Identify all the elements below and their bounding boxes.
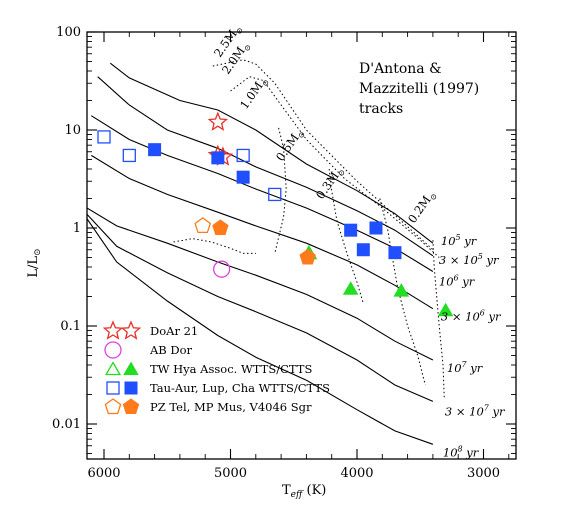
isochrone-label-3: 3 × 106 yr xyxy=(441,309,502,324)
legend-marker-open xyxy=(104,398,122,415)
x-tick-label: 6000 xyxy=(87,466,120,481)
legend-label: TW Hya Assoc. WTTS/CTTS xyxy=(150,362,312,376)
isochrone-label-5: 3 × 107 yr xyxy=(445,403,506,418)
x-axis-label-main: T xyxy=(282,483,291,498)
triangle-point-2-2 xyxy=(342,281,359,295)
plot-markers xyxy=(97,111,454,317)
isochrone-line-0 xyxy=(109,62,434,244)
legend-item-triangle: TW Hya Assoc. WTTS/CTTS xyxy=(104,361,312,376)
isochrone-label-4: 107 yr xyxy=(447,360,484,375)
legend-label: AB Dor xyxy=(149,343,193,357)
legend-marker-alt xyxy=(124,381,138,395)
x-axis-label-unit: (K) xyxy=(302,483,326,498)
legend-marker-open xyxy=(102,320,124,340)
legend: DoAr 21 AB Dor TW Hya Assoc. WTTS/CTTS Tau-… xyxy=(102,320,330,415)
mass-track-label-2: 1.0M⊙ xyxy=(237,74,271,113)
triangle-point-2-4 xyxy=(437,302,454,317)
square-point-3-1 xyxy=(122,148,136,163)
plot-lines xyxy=(87,59,445,445)
y-tick-label: 100 xyxy=(56,25,81,40)
y-tick-label: 10 xyxy=(64,123,81,138)
legend-item-pentagon: PZ Tel, MP Mus, V4046 Sgr xyxy=(104,398,312,415)
mass-track-line-0 xyxy=(212,59,434,251)
square-point-3-2 xyxy=(236,148,250,163)
legend-marker-alt xyxy=(120,320,142,340)
isochrone-label-1: 3 × 105 yr xyxy=(439,252,500,267)
isochrone-labels: 105 yr 3 × 105 yr 106 yr 3 × 106 yr 107 yr 3 … xyxy=(439,233,506,459)
isochrone-line-4 xyxy=(87,207,434,361)
isochrone-line-3 xyxy=(91,154,434,310)
x-tick-label: 5000 xyxy=(214,466,247,481)
isochrone-line-6 xyxy=(87,217,434,445)
legend-item-square: Tau-Aur, Lup, Cha WTTS/CTTS xyxy=(106,381,330,395)
y-axis-label-sun: ⊙ xyxy=(33,248,43,256)
triangle-point-2-3 xyxy=(393,283,410,297)
y-tick-label: 0.1 xyxy=(60,319,81,334)
square-point-3-4 xyxy=(148,143,162,157)
y-axis-label-main: L/L xyxy=(26,256,41,278)
legend-marker-alt xyxy=(123,361,139,375)
isochrone-line-2 xyxy=(91,115,434,272)
x-tick-label: 4000 xyxy=(340,466,373,481)
plot-frame xyxy=(86,31,517,460)
isochrone-label-2: 106 yr xyxy=(439,274,476,289)
square-point-3-10 xyxy=(388,246,402,260)
legend-marker-open xyxy=(104,341,122,359)
legend-label: DoAr 21 xyxy=(150,324,198,338)
x-axis-label: Teff (K) xyxy=(282,483,326,500)
y-axis-label: L/L⊙ xyxy=(26,248,43,277)
y-tick-label: 0.01 xyxy=(52,417,81,432)
isochrone-label-6: 108 yr xyxy=(443,444,480,459)
legend-item-star: DoAr 21 xyxy=(102,320,198,340)
square-point-3-0 xyxy=(97,130,111,144)
pentagon-point-4-2 xyxy=(299,248,316,265)
square-point-3-3 xyxy=(268,187,282,202)
dotted-curve xyxy=(173,238,256,254)
legend-marker-open xyxy=(106,381,120,395)
axis-ticks: 0.01 0.1 1 10 100 6000 5000 4000 3000 xyxy=(52,25,516,481)
legend-item-circle: AB Dor xyxy=(104,341,193,359)
square-point-3-6 xyxy=(236,170,250,184)
square-point-3-7 xyxy=(344,223,358,237)
legend-marker-open xyxy=(104,361,122,376)
isochrone-line-5 xyxy=(87,213,434,402)
x-tick-label: 3000 xyxy=(467,466,500,481)
square-point-3-9 xyxy=(369,221,383,235)
title-line-3: tracks xyxy=(359,101,403,117)
square-point-3-8 xyxy=(356,243,370,257)
mass-track-line-3 xyxy=(328,168,364,304)
legend-marker-alt xyxy=(122,398,140,414)
legend-label: Tau-Aur, Lup, Cha WTTS/CTTS xyxy=(150,381,330,395)
isochrone-label-0: 105 yr xyxy=(441,233,478,248)
circle-point-1-0 xyxy=(212,260,231,278)
x-axis-label-sub: eff xyxy=(291,490,304,500)
mass-track-line-1 xyxy=(230,76,440,258)
pentagon-point-4-0 xyxy=(194,217,212,234)
title-line-2: Mazzitelli (1997) xyxy=(359,81,479,97)
chart-title: D'Antona & Mazzitelli (1997) tracks xyxy=(359,61,479,117)
pentagon-point-4-1 xyxy=(212,219,229,235)
title-line-1: D'Antona & xyxy=(359,61,442,77)
legend-label: PZ Tel, MP Mus, V4046 Sgr xyxy=(150,400,312,414)
square-point-3-5 xyxy=(211,151,225,165)
mass-track-label-5: 0.2M⊙ xyxy=(405,188,439,227)
y-tick-label: 1 xyxy=(73,221,81,236)
star-point-0-0 xyxy=(207,111,229,131)
